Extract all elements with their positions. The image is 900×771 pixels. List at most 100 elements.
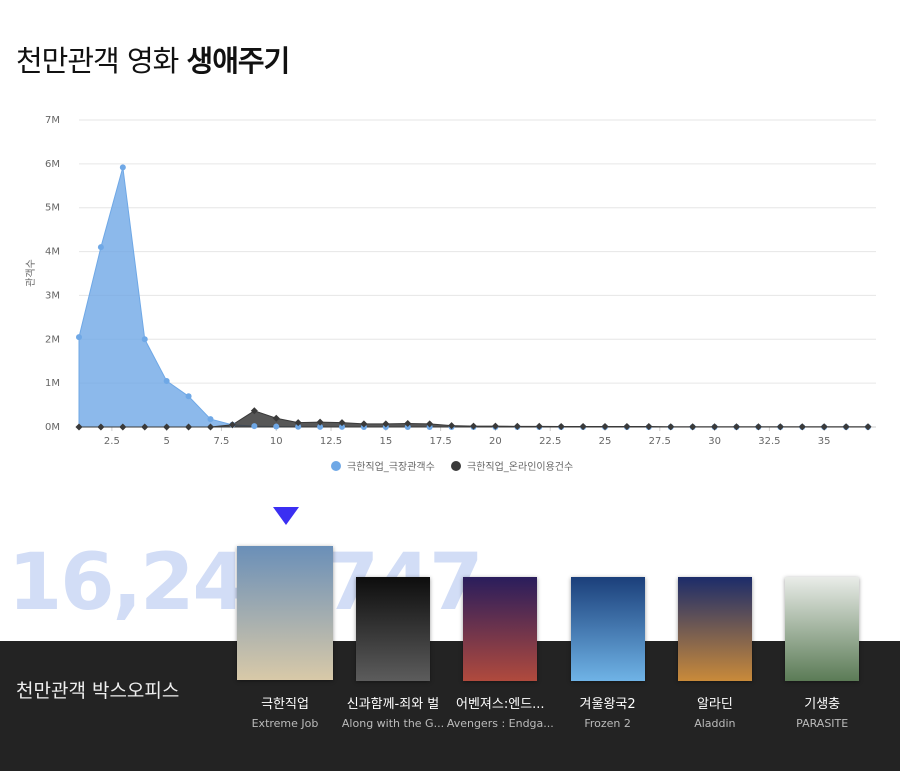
selected-indicator xyxy=(273,507,299,525)
x-tick-label: 32.5 xyxy=(758,436,780,447)
legend-label: 극한직업_극장관객수 xyxy=(347,460,435,473)
point xyxy=(97,423,105,431)
y-tick-label: 2M xyxy=(45,334,60,345)
movie-subtitle: Aladdin xyxy=(694,717,736,730)
movie-item[interactable]: 겨울왕국2 Frozen 2 xyxy=(554,577,661,730)
point xyxy=(272,414,280,422)
point xyxy=(251,423,258,430)
point xyxy=(75,423,83,431)
point xyxy=(557,423,565,431)
poster[interactable] xyxy=(785,577,860,681)
movie-title: 겨울왕국2 xyxy=(579,697,636,712)
point xyxy=(295,423,302,430)
series-area xyxy=(78,167,868,428)
point xyxy=(339,423,345,430)
y-tick-label: 6M xyxy=(45,159,60,170)
y-tick-label: 0M xyxy=(45,422,60,433)
point xyxy=(426,420,434,428)
point xyxy=(623,423,631,431)
title: 천만관객 영화 생애주기 xyxy=(16,38,291,80)
x-tick-label: 10 xyxy=(270,436,283,447)
poster[interactable] xyxy=(356,577,430,681)
point xyxy=(163,377,170,384)
poster[interactable] xyxy=(463,577,538,681)
poster[interactable] xyxy=(677,577,752,681)
point xyxy=(732,423,741,431)
point xyxy=(294,419,302,427)
point xyxy=(141,423,149,431)
point xyxy=(317,423,324,430)
x-tick-label: 27.5 xyxy=(649,436,671,447)
x-tick-label: 15 xyxy=(379,436,392,447)
y-tick-label: 7M xyxy=(45,115,60,126)
title-regular: 천만관객 영화 xyxy=(16,44,179,78)
movie-title: 기생충 xyxy=(804,697,841,712)
title-bold: 생애주기 xyxy=(186,44,291,78)
point xyxy=(382,420,390,428)
movie-subtitle: Avengers : Endga... xyxy=(446,717,554,730)
y-tick-label: 3M xyxy=(45,290,60,301)
x-tick-label: 22.5 xyxy=(539,436,561,447)
point xyxy=(776,423,784,431)
x-tick-label: 2.5 xyxy=(104,436,120,447)
point xyxy=(579,423,587,431)
point xyxy=(207,416,214,423)
point xyxy=(645,423,653,431)
point xyxy=(601,423,609,431)
chart: 관객수 0M 1M 2M 3M 4M 5M 6M 7M 2.5 5 7.5 10 12.5 15 17.5 2… xyxy=(25,115,876,473)
movie-item[interactable]: 어벤져스:엔드... Avengers : Endga... xyxy=(447,577,554,730)
point xyxy=(141,336,148,343)
point xyxy=(864,423,872,431)
movie-item[interactable]: 기생충 PARASITE xyxy=(769,577,876,730)
x-tick-label: 25 xyxy=(599,436,612,447)
movie-subtitle: PARASITE xyxy=(796,717,849,730)
legend-label: 극한직업_온라인이용건수 xyxy=(467,460,573,473)
point xyxy=(469,422,478,430)
y-tick-label: 5M xyxy=(45,203,60,214)
point xyxy=(535,422,543,430)
movie-item[interactable]: 극한직업 Extreme Job xyxy=(232,546,339,730)
legend-marker xyxy=(331,461,341,471)
point xyxy=(97,244,104,251)
legend-marker xyxy=(451,461,461,471)
movie-subtitle: Along with the G... xyxy=(341,717,445,730)
point xyxy=(711,423,719,431)
point xyxy=(404,419,412,428)
movie-subtitle: Frozen 2 xyxy=(584,717,631,730)
y-tick-label: 4M xyxy=(45,247,60,258)
point xyxy=(185,423,193,431)
point xyxy=(842,423,850,431)
point xyxy=(491,422,499,430)
point xyxy=(448,422,456,430)
point xyxy=(185,393,192,400)
point xyxy=(513,422,521,430)
point xyxy=(338,419,346,427)
x-tick-label: 35 xyxy=(818,436,831,447)
x-tick-label: 5 xyxy=(163,436,169,447)
point xyxy=(163,423,171,431)
point xyxy=(689,423,697,431)
poster[interactable] xyxy=(570,577,645,681)
movie-item[interactable]: 알라딘 Aladdin xyxy=(661,577,768,730)
point xyxy=(667,423,675,431)
x-tick-label: 7.5 xyxy=(214,436,230,447)
point xyxy=(228,421,236,429)
movie-title: 신과함께-죄와 벌 xyxy=(346,697,440,712)
point xyxy=(119,164,126,171)
poster[interactable] xyxy=(237,546,333,680)
x-tick-label: 30 xyxy=(708,436,721,447)
y-tick-label: 1M xyxy=(45,378,60,389)
box-office-label: 천만관객 박스오피스 xyxy=(16,680,180,702)
movie-title: 어벤져스:엔드... xyxy=(456,697,545,712)
point xyxy=(206,423,215,431)
movie-title: 알라딘 xyxy=(696,697,733,712)
movie-item[interactable]: 신과함께-죄와 벌 Along with the G... xyxy=(340,577,447,730)
point xyxy=(798,423,806,431)
point xyxy=(360,420,368,428)
point xyxy=(820,423,828,431)
y-axis-label: 관객수 xyxy=(25,259,37,287)
point xyxy=(119,423,127,431)
x-tick-label: 20 xyxy=(489,436,502,447)
x-tick-label: 12.5 xyxy=(320,436,342,447)
